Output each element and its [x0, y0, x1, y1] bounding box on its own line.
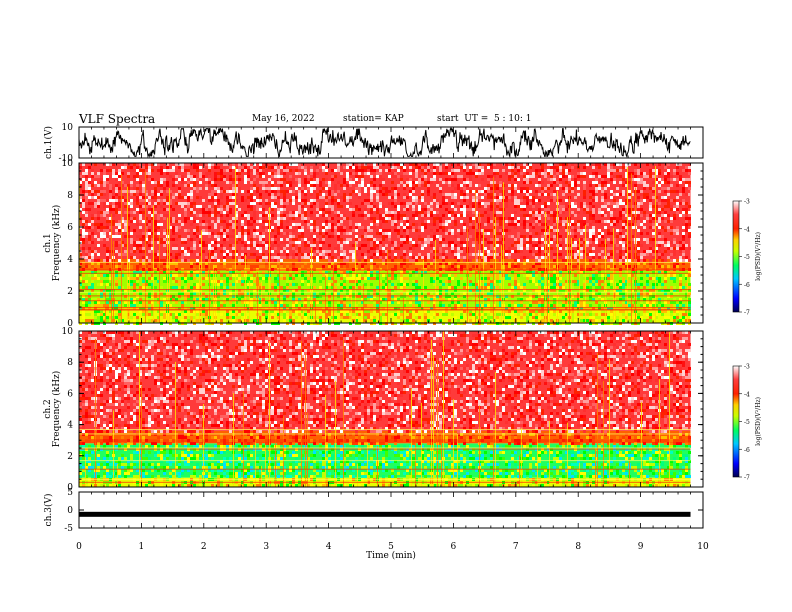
start-time-label: start UT = 5 : 10: 1 — [437, 114, 532, 124]
ch2-colorbar-label--4: -4 — [744, 391, 750, 398]
station-label: station= KAP — [343, 114, 404, 124]
ch2-ytick-label-2: 2 — [67, 452, 73, 462]
ch1-colorbar-label--6: -6 — [744, 282, 750, 289]
ch1-colorbar-title: log(PSD)(V²/Hz) — [755, 232, 762, 281]
xtick-label-7: 7 — [513, 542, 519, 552]
ch2-ylabel-channel: ch.2 — [43, 399, 53, 418]
ch1-colorbar-label--4: -4 — [744, 226, 750, 233]
ch1-ytick-label-0: 0 — [67, 319, 73, 329]
xtick-label-9: 9 — [638, 542, 644, 552]
ch1-ytick-label-8: 8 — [67, 191, 73, 201]
ch1-texture — [79, 163, 691, 325]
xtick-label-3: 3 — [263, 542, 269, 552]
xtick-label-10: 10 — [697, 542, 709, 552]
ch2-ytick-label-4: 4 — [67, 421, 73, 431]
ch1-colorbar-label--5: -5 — [744, 254, 750, 261]
ch2-colorbar-label--7: -7 — [744, 475, 750, 482]
ch1-colorbar-label--3: -3 — [744, 199, 750, 206]
ch3-wave-ytick-label--5: -5 — [64, 524, 73, 534]
ch1-ytick-label-4: 4 — [67, 255, 73, 265]
ch1-ytick-label-2: 2 — [67, 287, 73, 297]
ch1-colorbar — [732, 200, 740, 313]
ch2-colorbar-label--5: -5 — [744, 419, 750, 426]
xtick-label-1: 1 — [139, 542, 145, 552]
ch2-colorbar — [732, 365, 740, 478]
ch3-waveform-frame — [78, 491, 704, 529]
ch1-wave-ylabel: ch.1(V) — [43, 126, 54, 159]
ch1-wave-ytick-label--10: -10 — [59, 154, 74, 164]
ch3-wave-ylabel: ch.3(V) — [43, 494, 54, 527]
xtick-label-8: 8 — [575, 542, 581, 552]
xtick-label-2: 2 — [201, 542, 207, 552]
ch3-waveform-line — [79, 511, 691, 517]
ch2-ytick-label-6: 6 — [67, 389, 73, 399]
chart-title: VLF Spectra — [79, 112, 156, 126]
ch2-ytick-label-0: 0 — [67, 483, 73, 493]
ch1-colorbar-label--7: -7 — [744, 310, 750, 317]
ch1-ylabel-channel: ch.1 — [43, 233, 53, 252]
ch1-waveform-line — [78, 127, 691, 159]
ch2-texture — [79, 331, 691, 487]
xtick-label-4: 4 — [326, 542, 332, 552]
x-axis-label: Time (min) — [366, 550, 416, 561]
xtick-label-5: 5 — [388, 542, 394, 552]
ch2-ytick-label-10: 10 — [62, 327, 74, 337]
ch1-wave-ytick-label-10: 10 — [62, 123, 74, 133]
ch1-ytick-label-10: 10 — [62, 159, 74, 169]
ch2-ytick-label-8: 8 — [67, 358, 73, 368]
ch2-ylabel-frequency: Frequency (kHz) — [51, 371, 62, 448]
ch2-colorbar-label--3: -3 — [744, 364, 750, 371]
xtick-label-6: 6 — [451, 542, 457, 552]
ch1-ylabel-frequency: Frequency (kHz) — [51, 205, 62, 282]
ch1-spectrogram — [78, 162, 704, 325]
ch2-colorbar-label--6: -6 — [744, 447, 750, 454]
ch3-wave-ytick-label-5: 5 — [67, 488, 73, 498]
ch1-ytick-label-6: 6 — [67, 223, 73, 233]
ch2-spectrogram — [78, 330, 704, 488]
xtick-label-0: 0 — [76, 542, 82, 552]
ch2-colorbar-title: log(PSD)(V²/Hz) — [755, 397, 762, 446]
ch3-wave-ytick-label-0: 0 — [67, 506, 73, 516]
recording-date: May 16, 2022 — [252, 114, 315, 124]
